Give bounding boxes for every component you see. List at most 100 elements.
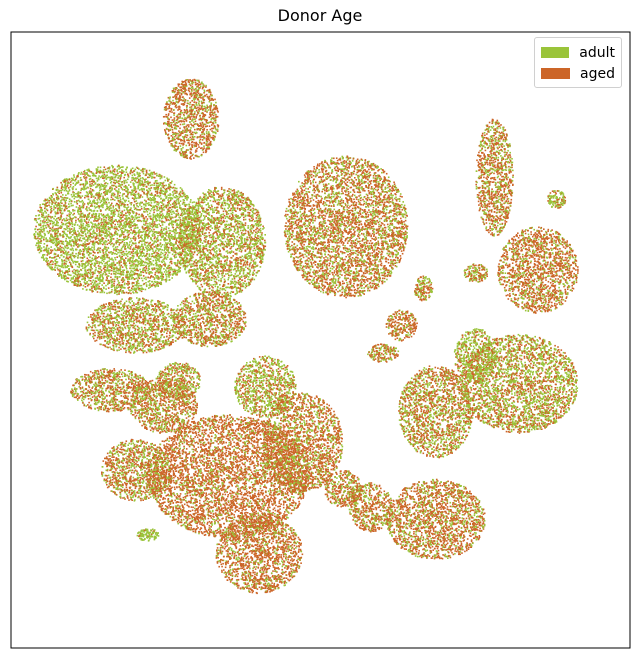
data-point	[171, 181, 173, 183]
data-point	[91, 194, 93, 196]
data-point	[172, 191, 174, 193]
data-point	[164, 240, 166, 242]
data-point	[153, 283, 155, 285]
data-point	[210, 104, 212, 106]
data-point	[75, 278, 77, 280]
data-point	[43, 236, 45, 238]
data-point	[51, 216, 53, 218]
data-point	[161, 231, 163, 233]
data-point	[132, 217, 134, 219]
data-point	[43, 258, 45, 260]
data-point	[98, 175, 100, 177]
data-point	[137, 197, 139, 199]
data-point	[118, 165, 120, 167]
data-point	[183, 104, 185, 106]
data-point	[101, 238, 103, 240]
data-point	[167, 134, 169, 136]
data-point	[113, 269, 115, 271]
data-point	[70, 249, 72, 251]
data-point	[178, 130, 180, 132]
data-point	[166, 220, 168, 222]
data-point	[144, 207, 146, 209]
data-point	[180, 145, 182, 147]
data-point	[139, 290, 141, 292]
data-point	[110, 227, 112, 229]
data-point	[128, 289, 130, 291]
data-point	[97, 202, 99, 204]
data-point	[134, 219, 136, 221]
data-point	[78, 218, 80, 220]
data-point	[56, 265, 58, 267]
data-point	[202, 109, 204, 111]
data-point	[114, 292, 116, 294]
data-point	[126, 244, 128, 246]
data-point	[101, 269, 103, 271]
data-point	[135, 215, 137, 217]
data-point	[190, 199, 192, 201]
data-point	[179, 95, 181, 97]
data-point	[201, 155, 203, 157]
data-point	[166, 123, 168, 125]
data-point	[80, 227, 82, 229]
data-point	[196, 129, 198, 131]
data-point	[90, 283, 92, 285]
data-point	[90, 222, 92, 224]
data-point	[108, 170, 110, 172]
data-point	[199, 129, 201, 131]
data-point	[61, 243, 63, 245]
data-point	[69, 189, 71, 191]
data-point	[151, 200, 153, 202]
data-point	[105, 169, 107, 171]
data-point	[195, 145, 197, 147]
data-point	[84, 273, 86, 275]
data-point	[179, 108, 181, 110]
data-point	[153, 256, 155, 258]
data-point	[42, 203, 44, 205]
data-point	[114, 194, 116, 196]
data-point	[89, 277, 91, 279]
data-point	[116, 228, 118, 230]
data-point	[149, 272, 151, 274]
data-point	[68, 187, 70, 189]
data-point	[122, 274, 124, 276]
data-point	[74, 261, 76, 263]
data-point	[79, 217, 81, 219]
data-point	[98, 238, 100, 240]
data-point	[114, 183, 116, 185]
data-point	[142, 191, 144, 193]
data-point	[139, 189, 141, 191]
data-point	[91, 233, 93, 235]
data-point	[182, 144, 184, 146]
data-point	[168, 187, 170, 189]
data-point	[156, 206, 158, 208]
data-point	[190, 127, 192, 129]
data-point	[135, 264, 137, 266]
data-point	[167, 219, 169, 221]
data-point	[57, 187, 59, 189]
data-point	[45, 227, 47, 229]
data-point	[70, 275, 72, 277]
data-point	[59, 269, 61, 271]
data-point	[61, 277, 63, 279]
data-point	[41, 229, 43, 231]
data-point	[180, 219, 182, 221]
data-point	[173, 212, 175, 214]
data-point	[108, 209, 110, 211]
data-point	[48, 231, 50, 233]
data-point	[142, 169, 144, 171]
data-point	[150, 185, 152, 187]
data-point	[201, 133, 203, 135]
data-point	[107, 214, 109, 216]
data-point	[158, 204, 160, 206]
data-point	[52, 264, 54, 266]
data-point	[90, 188, 92, 190]
scatter-points	[33, 79, 578, 594]
data-point	[178, 85, 180, 87]
data-point	[101, 218, 103, 220]
data-point	[179, 90, 181, 92]
data-point	[199, 140, 201, 142]
data-point	[130, 246, 132, 248]
data-point	[82, 188, 84, 190]
data-point	[136, 205, 138, 207]
data-point	[68, 268, 70, 270]
